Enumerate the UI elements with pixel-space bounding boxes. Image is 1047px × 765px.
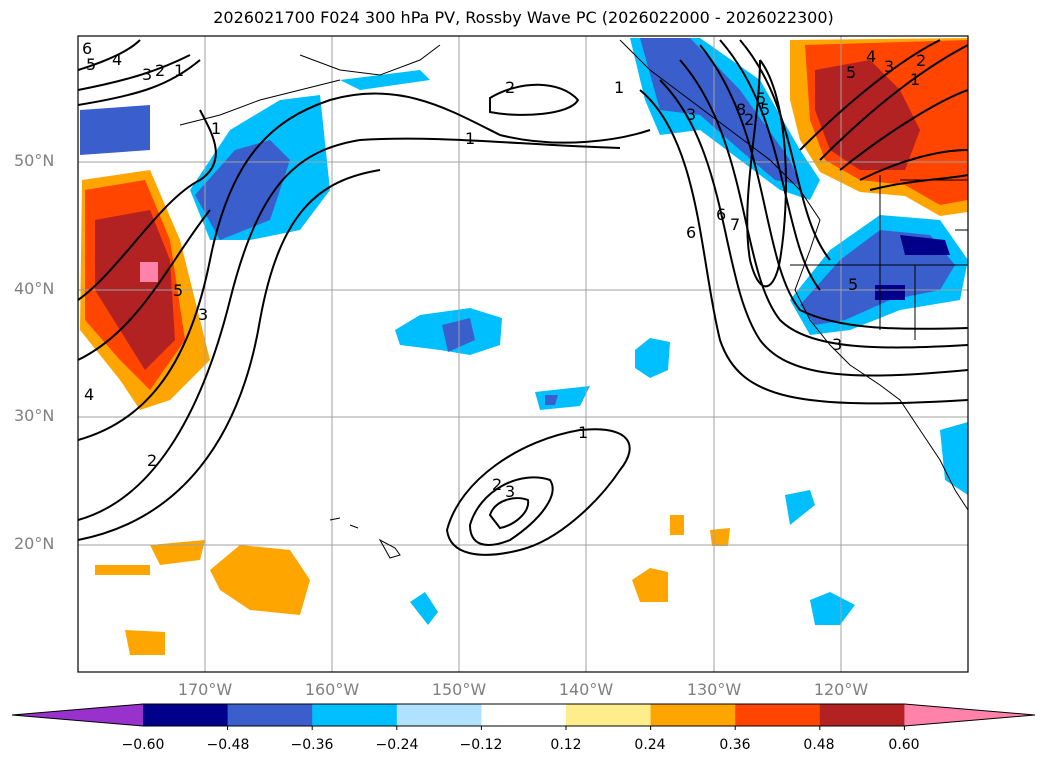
colorbar-segment: [735, 704, 821, 726]
contour-label: 6: [686, 223, 696, 242]
colorbar-segment: [396, 704, 482, 726]
lat-label-30: 30°N: [14, 406, 55, 425]
contour-label: 5: [173, 281, 183, 300]
colorbar: [11, 703, 1036, 730]
contour-label: 1: [578, 423, 588, 442]
contour-label: 2: [505, 78, 515, 97]
lat-label-40: 40°N: [14, 279, 55, 298]
contour-label: 1: [211, 119, 221, 138]
contour-label: 2: [916, 51, 926, 70]
colorbar-tick-label: −0.24: [375, 737, 419, 753]
lon-label-130w: 130°W: [686, 680, 742, 699]
lat-label-20: 20°N: [14, 534, 55, 553]
colorbar-outline: [11, 703, 1036, 727]
contour-label: 6: [82, 39, 92, 58]
lon-label-150w: 150°W: [431, 680, 487, 699]
map-frame: [77, 35, 969, 673]
colorbar-segment: [143, 704, 229, 726]
contour-label: 1: [910, 70, 920, 89]
contour-label: 6: [716, 205, 726, 224]
contour-label: 3: [198, 305, 208, 324]
contour-label: 4: [866, 47, 876, 66]
contour-label: 5: [86, 55, 96, 74]
colorbar-tick-label: 0.48: [803, 737, 835, 753]
colorbar-segment: [566, 704, 652, 726]
contour-label: 3: [686, 105, 696, 124]
colorbar-tick-label: −0.36: [290, 737, 334, 753]
lon-label-140w: 140°W: [558, 680, 614, 699]
contour-label: 7: [730, 215, 740, 234]
contour-labels: 6 5 4 3 2 1 2 1 1 5 3 2 4 1 2 3 6 7 8 5 …: [82, 39, 926, 501]
contour-label: 1: [174, 61, 184, 80]
colorbar-segment: [227, 704, 313, 726]
colorbar-extend-max: [904, 704, 1035, 726]
pv-contours: [78, 39, 968, 556]
lat-label-50: 50°N: [14, 151, 55, 170]
lon-label-170w: 170°W: [177, 680, 233, 699]
contour-label: 5: [756, 89, 766, 108]
colorbar-tick-label: −0.60: [121, 737, 165, 753]
colorbar-tick-label: 0.60: [888, 737, 920, 753]
colorbar-segment: [312, 704, 398, 726]
contour-label: 5: [848, 275, 858, 294]
colorbar-tick-label: 0.12: [550, 737, 582, 753]
contour-label: 2: [492, 475, 502, 494]
contour-label: 5: [846, 63, 856, 82]
colorbar-tick-label: 0.36: [719, 737, 751, 753]
contour-label: 3: [832, 335, 842, 354]
contour-label: 4: [112, 50, 122, 69]
plot-area: 6 5 4 3 2 1 2 1 1 5 3 2 4 1 2 3 6 7 8 5 …: [78, 36, 968, 672]
colorbar-segment: [481, 704, 567, 726]
colorbar-tick-label: 0.24: [634, 737, 666, 753]
contour-label: 3: [505, 482, 515, 501]
contour-label: 5: [760, 100, 770, 119]
lon-label-120w: 120°W: [813, 680, 869, 699]
coastlines: [179, 39, 968, 559]
colorbar-tick-label: −0.48: [206, 737, 250, 753]
colorbar-segment: [650, 704, 736, 726]
contour-label: 3: [884, 57, 894, 76]
contour-label: 2: [147, 451, 157, 470]
contour-label: 2: [744, 110, 754, 129]
contour-label: 4: [84, 385, 94, 404]
contour-label: 1: [465, 129, 475, 148]
contour-label: 2: [155, 61, 165, 80]
lon-label-160w: 160°W: [304, 680, 360, 699]
colorbar-extend-min: [12, 704, 143, 726]
colorbar-segment: [819, 704, 905, 726]
contour-label: 8: [736, 100, 746, 119]
map-title: 2026021700 F024 300 hPa PV, Rossby Wave …: [213, 8, 834, 27]
contour-label: 1: [614, 78, 624, 97]
colorbar-tick-label: −0.12: [459, 737, 503, 753]
contour-label: 3: [142, 65, 152, 84]
